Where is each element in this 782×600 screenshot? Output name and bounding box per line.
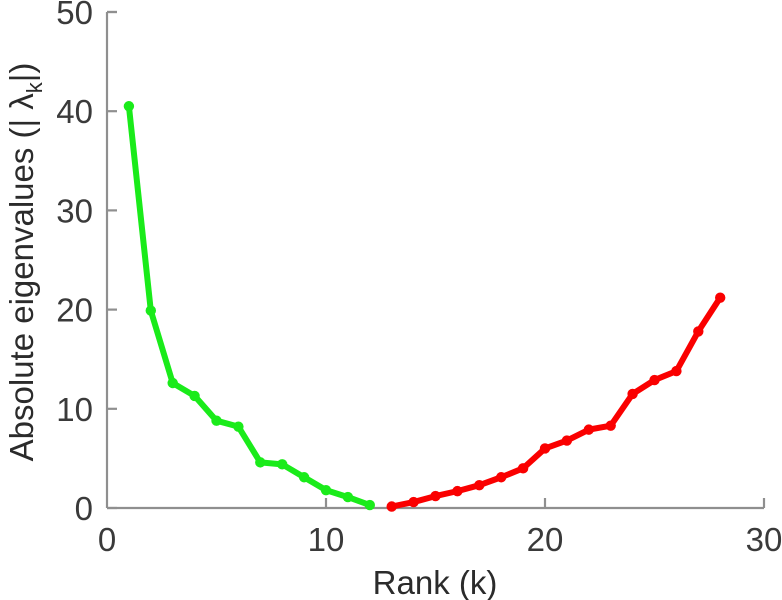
tick-labels-group: 0 10 20 30 40 50 0 10 20 30 — [56, 0, 782, 558]
data-point — [430, 490, 441, 502]
data-point — [693, 326, 704, 337]
y-tick-label: 50 — [56, 0, 93, 31]
series-line-negative-branch — [388, 294, 724, 510]
data-point — [123, 101, 135, 112]
y-axis-title: Absolute eigenvalues (| λk|) — [3, 63, 47, 462]
data-point — [211, 415, 222, 426]
data-point — [583, 424, 594, 435]
series-line-positive-branch — [125, 103, 373, 509]
data-point — [167, 377, 178, 389]
data-point — [627, 388, 638, 400]
x-tick-label: 30 — [746, 521, 782, 558]
data-point — [277, 459, 288, 470]
data-point — [539, 443, 551, 454]
y-tick-label: 30 — [56, 192, 93, 229]
data-point — [386, 501, 397, 512]
y-axis-title-subscript: k — [22, 81, 47, 93]
series-layer — [123, 101, 726, 512]
x-tick-label: 20 — [527, 521, 564, 558]
data-point — [474, 479, 485, 491]
x-tick-label: 0 — [98, 521, 116, 558]
data-point — [189, 390, 200, 402]
y-tick-label: 20 — [56, 292, 93, 329]
data-point — [561, 435, 573, 446]
y-tick-label: 0 — [75, 490, 93, 527]
data-point — [320, 484, 332, 496]
series-positive-branch — [123, 101, 375, 511]
y-tick-label: 40 — [56, 93, 93, 130]
x-axis-title: Rank (k) — [373, 564, 498, 600]
data-point — [517, 463, 529, 474]
data-point — [342, 491, 354, 503]
y-axis-title-main: Absolute eigenvalues (| λ — [3, 93, 40, 462]
y-tick-label: 10 — [56, 391, 93, 428]
x-tick-label: 10 — [308, 521, 345, 558]
data-point — [298, 472, 310, 483]
tick-marks-group — [107, 10, 547, 510]
data-point — [452, 485, 463, 497]
data-point — [715, 292, 726, 303]
data-point — [145, 305, 156, 316]
data-point — [496, 472, 507, 483]
y-axis-title-tail: |) — [3, 63, 40, 83]
series-negative-branch — [386, 292, 726, 512]
data-point — [255, 457, 266, 468]
data-point — [649, 374, 660, 386]
y-axis-title-group: Absolute eigenvalues (| λk|) — [3, 63, 47, 462]
data-point — [364, 499, 375, 511]
data-point — [671, 365, 682, 377]
axes-group — [105, 10, 766, 510]
data-point — [408, 496, 419, 508]
data-point — [605, 420, 616, 431]
data-point — [233, 421, 244, 432]
